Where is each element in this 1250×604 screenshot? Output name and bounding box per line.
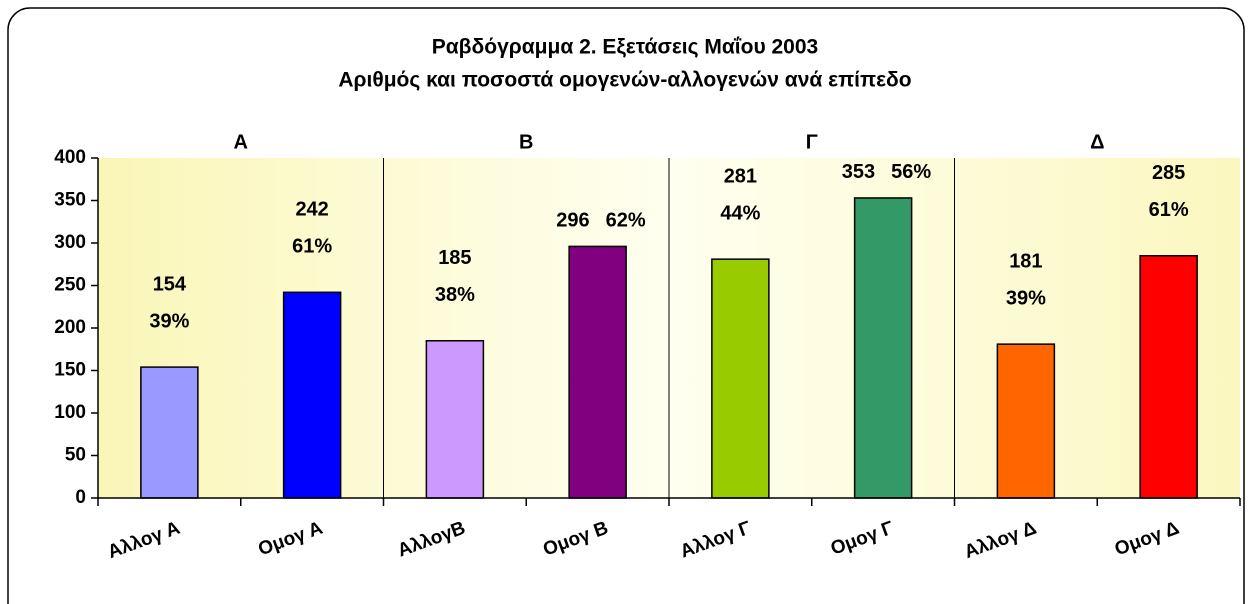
y-tick-label: 0 xyxy=(75,487,86,508)
y-tick-label: 50 xyxy=(65,445,86,466)
percent-label: 61% xyxy=(1149,199,1189,221)
value-label: 281 xyxy=(724,165,757,187)
group-label: Α xyxy=(234,131,248,153)
value-label: 154 xyxy=(153,273,187,295)
percent-label: 44% xyxy=(720,202,760,224)
value-label: 242 xyxy=(295,199,328,221)
y-tick-label: 300 xyxy=(54,232,86,253)
y-tick-label: 100 xyxy=(54,402,86,423)
group-label: Γ xyxy=(806,131,818,153)
percent-label: 39% xyxy=(149,310,189,332)
y-tick-label: 400 xyxy=(54,147,86,168)
value-label: 285 xyxy=(1152,162,1185,184)
bar xyxy=(1139,255,1198,499)
bar xyxy=(568,245,627,499)
y-tick-label: 350 xyxy=(54,190,86,211)
y-tick-label: 250 xyxy=(54,275,86,296)
bar xyxy=(425,340,485,499)
value-label: 353 xyxy=(842,161,875,183)
percent-label: 38% xyxy=(435,284,475,306)
y-tick-label: 150 xyxy=(54,360,86,381)
group-label: Β xyxy=(519,131,533,153)
percent-label: 62% xyxy=(606,210,646,232)
y-tick-label: 200 xyxy=(54,317,86,338)
value-label: 296 xyxy=(556,210,589,232)
value-label: 181 xyxy=(1009,250,1042,272)
bar xyxy=(140,366,199,499)
bar xyxy=(996,343,1056,499)
group-label: Δ xyxy=(1090,131,1104,153)
percent-label: 39% xyxy=(1006,287,1046,309)
chart-subtitle: Αριθμός και ποσοστά ομογενών-αλλογενών α… xyxy=(338,69,911,92)
bar xyxy=(282,291,342,499)
chart-title: Ραβδόγραμμα 2. Εξετάσεις Μαΐου 2003 xyxy=(432,36,818,59)
value-label: 185 xyxy=(438,247,471,269)
bar xyxy=(853,197,913,499)
bar xyxy=(711,258,770,499)
percent-label: 56% xyxy=(891,161,931,183)
percent-label: 61% xyxy=(292,236,332,258)
